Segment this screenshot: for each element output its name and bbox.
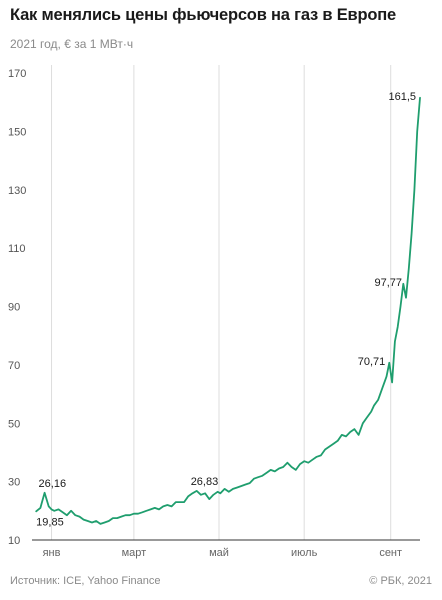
- x-tick-label: янв: [43, 547, 61, 559]
- data-label: 97,77: [375, 277, 403, 289]
- chart-subtitle: 2021 год, € за 1 МВт·ч: [10, 37, 134, 51]
- data-label: 161,5: [388, 91, 416, 103]
- source-note: Источник: ICE, Yahoo Finance: [10, 575, 161, 587]
- y-tick-label: 50: [8, 418, 20, 430]
- y-tick-label: 110: [8, 243, 26, 255]
- data-label: 70,71: [358, 356, 386, 368]
- y-tick-label: 170: [8, 68, 26, 80]
- x-tick-label: март: [122, 547, 147, 559]
- x-tick-label: июль: [291, 547, 318, 559]
- y-tick-label: 70: [8, 360, 20, 372]
- y-tick-label: 30: [8, 477, 20, 489]
- y-tick-label: 90: [8, 302, 20, 314]
- data-label: 26,83: [191, 476, 219, 488]
- data-label: 19,85: [36, 516, 64, 528]
- y-tick-label: 10: [8, 535, 20, 547]
- copyright-note: © РБК, 2021: [369, 575, 432, 587]
- y-tick-label: 150: [8, 126, 26, 138]
- line-chart: 10 30 50 70 90 110 130 150 170 янв март май июль сент…: [8, 65, 421, 559]
- data-label: 26,16: [39, 478, 67, 490]
- y-tick-label: 130: [8, 185, 26, 197]
- x-tick-label: сент: [379, 547, 402, 559]
- price-series-line: [35, 96, 421, 525]
- chart-title: Как менялись цены фьючерсов на газ в Евр…: [10, 6, 396, 24]
- x-tick-label: май: [209, 547, 229, 559]
